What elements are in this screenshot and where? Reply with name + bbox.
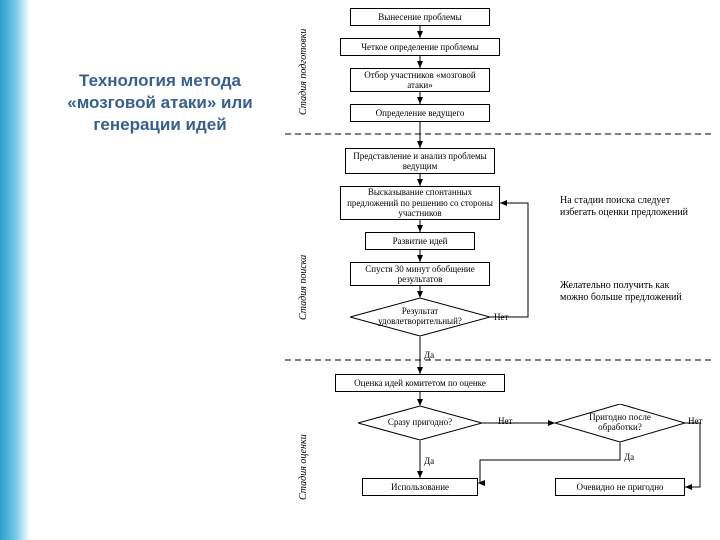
flow-box: Определение ведущего (350, 104, 490, 122)
flow-box: Вынесение проблемы (350, 8, 490, 26)
edge (490, 203, 528, 317)
flow-box: Спустя 30 минут обобщение результатов (350, 262, 490, 286)
flow-box: Оценка идей комитетом по оценке (335, 374, 505, 392)
edge-label: Да (424, 456, 434, 466)
edge (685, 423, 700, 487)
flow-decision: Сразу пригодно? (358, 406, 482, 440)
edge-label: Да (624, 452, 634, 462)
stage-label: Стадия поиска (298, 255, 309, 320)
edge-label: Нет (688, 416, 702, 426)
flow-decision: Пригодно после обработки? (555, 404, 685, 442)
edge (478, 442, 620, 483)
flow-box: Четкое определение проблемы (340, 38, 500, 56)
flow-decision: Результат удовлетворительный? (350, 298, 490, 336)
flow-box: Использование (362, 478, 478, 496)
annotation: На стадии поиска следует избегать оценки… (560, 195, 690, 219)
stage-label: Стадия оценки (298, 434, 309, 500)
flow-box: Очевидно не пригодно (555, 478, 685, 496)
flow-box: Высказывание спонтанных предложений по р… (340, 186, 500, 220)
flow-box: Развитие идей (365, 232, 475, 250)
edge-label: Да (424, 350, 434, 360)
flow-box: Отбор участников «мозговой атаки» (350, 68, 490, 92)
flow-box: Представление и анализ проблемы ведущим (345, 148, 495, 174)
stage-label: Стадия подготовки (298, 29, 309, 115)
edge-label: Нет (498, 416, 512, 426)
edge-label: Нет (494, 312, 508, 322)
annotation: Желательно получить как можно больше пре… (560, 280, 690, 304)
